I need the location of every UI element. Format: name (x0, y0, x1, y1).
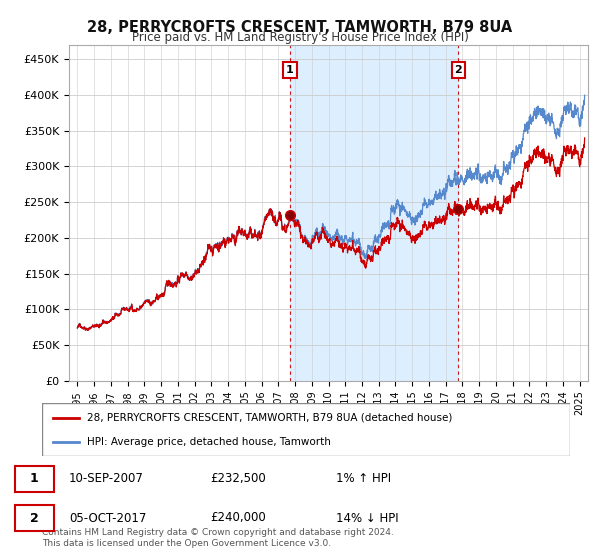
Text: 1: 1 (286, 65, 294, 75)
Text: £232,500: £232,500 (210, 472, 266, 486)
Text: 2: 2 (30, 511, 38, 525)
Text: HPI: Average price, detached house, Tamworth: HPI: Average price, detached house, Tamw… (87, 437, 331, 447)
Text: 1% ↑ HPI: 1% ↑ HPI (336, 472, 391, 486)
Text: 28, PERRYCROFTS CRESCENT, TAMWORTH, B79 8UA (detached house): 28, PERRYCROFTS CRESCENT, TAMWORTH, B79 … (87, 413, 452, 423)
Text: Contains HM Land Registry data © Crown copyright and database right 2024.
This d: Contains HM Land Registry data © Crown c… (42, 528, 394, 548)
Text: 1: 1 (30, 472, 38, 486)
Text: 28, PERRYCROFTS CRESCENT, TAMWORTH, B79 8UA: 28, PERRYCROFTS CRESCENT, TAMWORTH, B79 … (88, 20, 512, 35)
Text: 10-SEP-2007: 10-SEP-2007 (69, 472, 144, 486)
Bar (290, 45, 458, 381)
FancyBboxPatch shape (42, 403, 570, 456)
Text: 14% ↓ HPI: 14% ↓ HPI (336, 511, 398, 525)
Text: 2: 2 (454, 65, 462, 75)
Text: £240,000: £240,000 (210, 511, 266, 525)
Text: 05-OCT-2017: 05-OCT-2017 (69, 511, 146, 525)
Text: Price paid vs. HM Land Registry's House Price Index (HPI): Price paid vs. HM Land Registry's House … (131, 31, 469, 44)
